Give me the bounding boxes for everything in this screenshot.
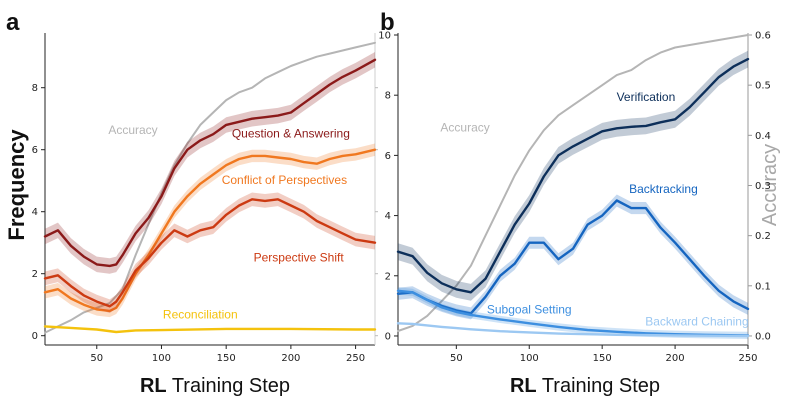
panel-b-backtracking-band — [398, 194, 748, 320]
panel-b-accuracy-label: Accuracy — [440, 120, 489, 134]
panel-a-conflict-of-perspectives-line — [43, 148, 377, 313]
panel-b-ytick-label: 6 — [385, 151, 391, 162]
panel-a-question-answering-label: Question & Answering — [232, 126, 350, 140]
panel-b-y2tick-label: 0.2 — [755, 231, 771, 242]
panel-b-y2tick-label: 0.0 — [755, 331, 771, 342]
panel-a-xtick-label: 100 — [152, 353, 171, 364]
panel-b-ylabel-right: Accuracy — [759, 144, 781, 226]
panel-a-question-answering-line — [43, 58, 377, 268]
panel-b-xlabel-bold: RL — [510, 375, 537, 397]
panel-b-accuracy-line — [397, 34, 749, 332]
panel-a-reconciliation-line — [43, 325, 377, 334]
panel-b-xtick-label: 150 — [593, 353, 612, 364]
panel-a-xtick-label: 250 — [346, 353, 365, 364]
panel-a-plot: 0 2 4 6 8 50 100 150 200 250 Accuracy Question & An… — [32, 33, 378, 364]
panel-b-ytick-label: 10 — [378, 31, 391, 42]
panel-b-xtick-label: 250 — [738, 353, 757, 364]
panel-a-question-answering-band — [45, 52, 375, 274]
panel-b-xtick-label: 50 — [450, 353, 463, 364]
panel-b-subgoal-setting-line — [396, 289, 750, 337]
panel-a-accuracy-label: Accuracy — [108, 123, 157, 137]
panel-a-xtick-label: 50 — [90, 353, 103, 364]
panel-a-ytick-label: 8 — [32, 83, 38, 94]
panel-b-y2tick-label: 0.5 — [755, 81, 771, 92]
panel-a-reconciliation-label: Reconciliation — [163, 308, 238, 322]
panel-a-ylabel: Frequency — [4, 129, 29, 241]
panel-b-ytick-label: 0 — [385, 331, 391, 342]
panel-b-plot: 0 2 4 6 8 10 50 100 150 200 250 0.0 0.1 0.2 0.3 0.4 0.5 0… — [378, 31, 771, 365]
panel-b-backward-chaining-label: Backward Chaining — [645, 314, 748, 328]
panel-a-xlabel-rest: Training Step — [167, 375, 290, 397]
panel-a-ytick-label: 0 — [32, 331, 38, 342]
panel-b-ytick-label: 4 — [385, 211, 391, 222]
panel-b-subgoal-setting-label: Subgoal Setting — [487, 302, 572, 316]
panel-b-y2tick-label: 0.4 — [755, 131, 771, 142]
panel-a-perspective-shift-label: Perspective Shift — [254, 250, 345, 264]
panel-b-backtracking-label: Backtracking — [629, 182, 698, 196]
panel-b-y2tick-label: 0.1 — [755, 281, 771, 292]
panel-a-ytick-label: 2 — [32, 269, 38, 280]
panel-a-xtick-label: 200 — [281, 353, 300, 364]
panel-a-ytick-label: 4 — [32, 207, 38, 218]
panel-a: a Frequency RL Training Step 0 2 4 6 8 50 100 1… — [4, 9, 378, 397]
panel-a-accuracy-line — [44, 41, 376, 334]
panel-b-ytick-label: 8 — [385, 91, 391, 102]
panel-b-backward-chaining-line — [396, 322, 750, 338]
panel-b-y2tick-label: 0.6 — [755, 31, 771, 42]
panel-a-xlabel: RL Training Step — [140, 375, 290, 397]
panel-b-xtick-label: 100 — [520, 353, 539, 364]
panel-a-ytick-label: 6 — [32, 145, 38, 156]
panel-a-xlabel-bold: RL — [140, 375, 167, 397]
panel-b-letter: b — [380, 9, 395, 36]
panel-a-letter: a — [6, 9, 20, 36]
panel-b: b Accuracy RL Training Step 0 2 4 6 8 10 50 100… — [378, 9, 781, 397]
panel-b-ytick-label: 2 — [385, 271, 391, 282]
panel-a-conflict-of-perspectives-label: Conflict of Perspectives — [222, 173, 347, 187]
panel-b-backtracking-line — [396, 199, 750, 315]
panel-b-xtick-label: 200 — [666, 353, 685, 364]
panel-a-xtick-label: 150 — [217, 353, 236, 364]
panel-b-xlabel-rest: Training Step — [537, 375, 660, 397]
panel-a-perspective-shift-line — [43, 198, 377, 308]
panel-b-xlabel: RL Training Step — [510, 375, 660, 397]
panel-b-y2tick-label: 0.3 — [755, 181, 771, 192]
panel-b-verification-label: Verification — [617, 90, 676, 104]
panel-b-verification-line — [396, 57, 750, 294]
